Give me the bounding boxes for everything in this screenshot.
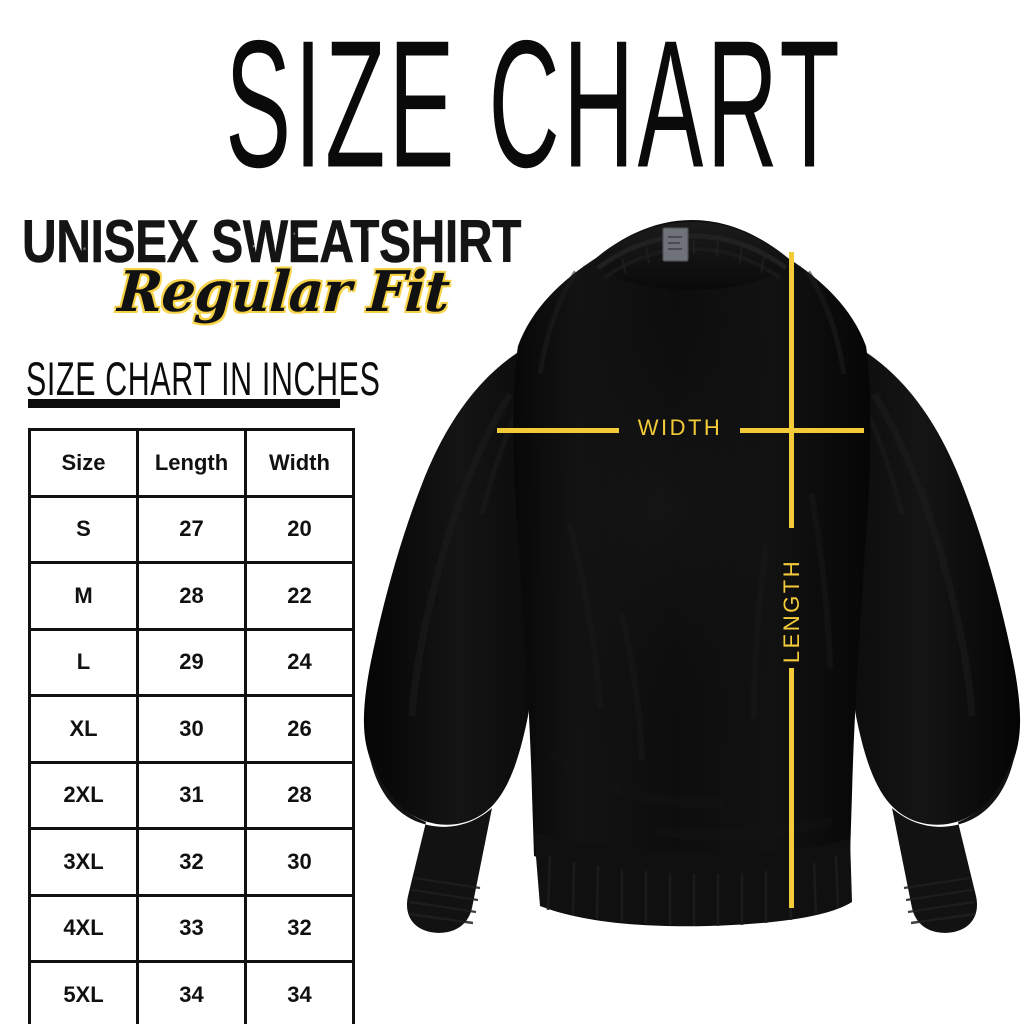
cell-size: 5XL <box>28 960 139 1024</box>
page-title: SIZE CHART <box>225 3 844 206</box>
cell-size: 2XL <box>28 760 139 830</box>
left-sleeve <box>363 346 556 933</box>
table-row: 3XL 32 30 <box>28 827 355 897</box>
cell-length: 28 <box>136 561 247 631</box>
cell-width: 22 <box>244 561 355 631</box>
table-row: XL 30 26 <box>28 694 355 764</box>
cell-size: L <box>28 627 139 697</box>
cell-width: 34 <box>244 960 355 1024</box>
cell-length: 30 <box>136 694 247 764</box>
table-row: S 27 20 <box>28 494 355 564</box>
cell-width: 28 <box>244 760 355 830</box>
table-row: M 28 22 <box>28 561 355 631</box>
cell-width: 30 <box>244 827 355 897</box>
cell-length: 33 <box>136 893 247 963</box>
cell-size: 4XL <box>28 893 139 963</box>
cell-length: 29 <box>136 627 247 697</box>
table-heading-underline <box>28 399 340 408</box>
cell-size: XL <box>28 694 139 764</box>
cell-size: 3XL <box>28 827 139 897</box>
table-heading: SIZE CHART IN INCHES <box>26 351 381 405</box>
cell-length: 31 <box>136 760 247 830</box>
table-row: 4XL 33 32 <box>28 893 355 963</box>
cell-length: 32 <box>136 827 247 897</box>
cell-length: 34 <box>136 960 247 1024</box>
column-header-length: Length <box>136 428 247 498</box>
table-row: 2XL 31 28 <box>28 760 355 830</box>
size-table: Size Length Width S 27 20 M 28 22 L 29 2… <box>28 428 355 1024</box>
sweatshirt-illustration <box>360 196 1024 996</box>
cell-size: S <box>28 494 139 564</box>
cell-width: 24 <box>244 627 355 697</box>
table-row: L 29 24 <box>28 627 355 697</box>
brand-tag <box>662 227 689 262</box>
column-header-size: Size <box>28 428 139 498</box>
cell-length: 27 <box>136 494 247 564</box>
table-header-row: Size Length Width <box>28 428 355 498</box>
cell-size: M <box>28 561 139 631</box>
right-sleeve <box>828 346 1021 933</box>
cell-width: 32 <box>244 893 355 963</box>
column-header-width: Width <box>244 428 355 498</box>
cell-width: 20 <box>244 494 355 564</box>
sweatshirt-body <box>513 220 871 927</box>
cell-width: 26 <box>244 694 355 764</box>
table-row: 5XL 34 34 <box>28 960 355 1024</box>
